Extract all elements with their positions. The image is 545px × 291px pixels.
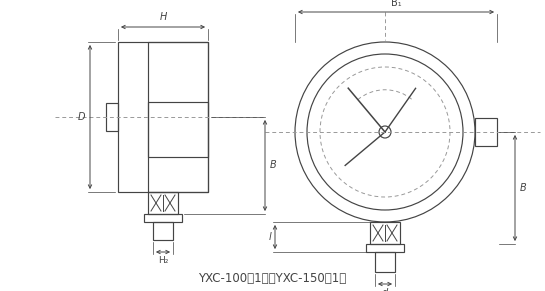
Text: YXC-100（1）、YXC-150（1）: YXC-100（1）、YXC-150（1） xyxy=(198,272,346,285)
Text: d: d xyxy=(382,288,388,291)
Bar xyxy=(106,103,118,131)
Text: B: B xyxy=(270,161,277,171)
Bar xyxy=(148,102,208,157)
Text: D: D xyxy=(77,112,85,122)
Bar xyxy=(144,214,182,222)
Bar xyxy=(118,42,208,192)
Text: l: l xyxy=(268,232,271,242)
Text: B₁: B₁ xyxy=(391,0,401,8)
Bar xyxy=(148,192,178,214)
Text: H₂: H₂ xyxy=(158,256,168,265)
Bar xyxy=(153,222,173,240)
Bar xyxy=(148,42,208,192)
Text: B: B xyxy=(520,183,527,193)
Text: H: H xyxy=(159,12,167,22)
Bar xyxy=(370,222,400,244)
Bar xyxy=(375,252,395,272)
Bar xyxy=(475,118,497,146)
Bar xyxy=(366,244,404,252)
